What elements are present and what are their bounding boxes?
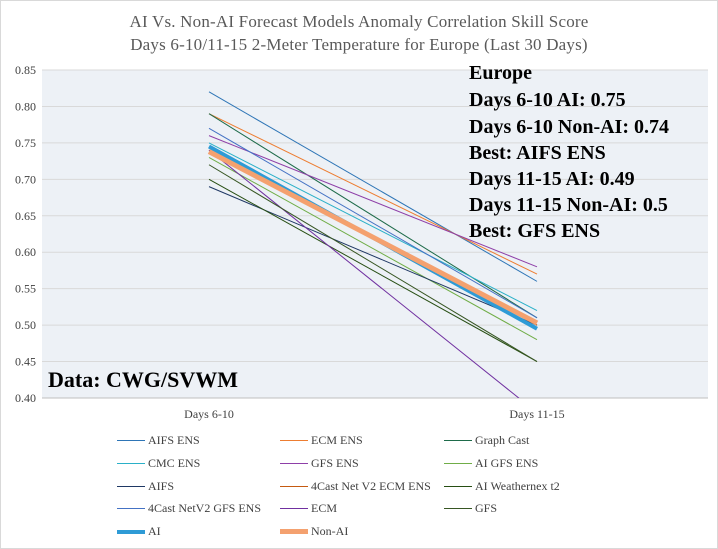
legend-label: 4Cast NetV2 GFS ENS [148,501,262,515]
legend-swatch [280,440,308,441]
legend-swatch [117,508,145,509]
legend-item: GFS ENS [280,456,359,471]
legend-item: ECM ENS [280,433,363,448]
y-tick-label: 0.70 [15,172,36,186]
plot-area [42,70,708,398]
legend-item: AI GFS ENS [444,456,538,471]
legend-item: Graph Cast [444,433,529,448]
legend-label: 4Cast Net V2 ECM ENS [311,479,431,493]
info-region: Europe [469,62,532,84]
legend-swatch [117,440,145,441]
y-tick-label: 0.45 [15,355,36,369]
legend-item: 4Cast Net V2 ECM ENS [280,479,431,494]
legend-label: AI GFS ENS [475,456,539,470]
legend-item: CMC ENS [117,456,200,471]
series-line-4cast-netv2-gfs-ens [208,127,538,319]
legend-swatch [117,486,145,487]
info-days11-15-ai: Days 11-15 AI: 0.49 [469,168,635,190]
legend-swatch [444,486,472,487]
info-days11-15-nonai: Days 11-15 Non-AI: 0.5 [469,194,668,216]
legend-swatch [444,440,472,441]
chart-title: AI Vs. Non-AI Forecast Models Anomaly Co… [129,12,589,31]
y-tick-label: 0.40 [15,391,36,405]
data-source-label: Data: CWG/SVWM [48,367,239,392]
info-days6-10-ai: Days 6-10 AI: 0.75 [469,89,626,111]
legend-item: AI [117,524,161,539]
legend-swatch [117,463,145,464]
series-line-aifs-ens [208,91,538,282]
y-tick-label: 0.65 [15,209,36,223]
y-tick-label: 0.85 [15,63,36,77]
legend-swatch [444,463,472,464]
x-tick-label: Days 11-15 [509,407,564,421]
legend-label: CMC ENS [148,456,201,470]
legend-label: AIFS ENS [148,433,200,447]
legend-label: GFS [475,501,498,515]
x-tick-label: Days 6-10 [184,407,234,421]
series-line-ai-gfs-ens [208,157,538,341]
series-line-non-ai [207,149,539,326]
y-tick-label: 0.50 [15,318,36,332]
series-line-ecm [208,149,520,398]
legend-label: ECM ENS [311,433,363,447]
legend-label: ECM [311,501,338,515]
legend-item: AI Weathernex t2 [444,479,560,494]
legend-swatch [280,463,308,464]
info-best-6-10: Best: AIFS ENS [469,142,606,164]
legend-item: AIFS [117,479,174,494]
series-line-cmc-ens [208,142,538,311]
y-tick-label: 0.80 [15,99,36,113]
y-tick-label: 0.60 [15,245,36,259]
legend-label: AI Weathernex t2 [475,479,560,493]
series-line-gfs-ens [208,135,538,268]
legend-item: 4Cast NetV2 GFS ENS [117,501,261,516]
legend-label: AIFS [148,479,175,493]
legend-item: GFS [444,501,497,516]
y-tick-label: 0.55 [15,282,36,296]
legend-item: ECM [280,501,337,516]
info-best-11-15: Best: GFS ENS [469,220,601,242]
legend-label: AI [148,524,161,538]
legend-swatch [280,529,308,534]
legend-swatch [117,529,145,534]
series-line-ecm-ens [208,113,538,275]
series-line-gfs [208,164,538,362]
legend-swatch [280,486,308,487]
legend-swatch [444,508,472,509]
y-tick-label: 0.75 [15,136,36,150]
legend-label: Non-AI [311,524,349,538]
legend-item: Non-AI [280,524,348,539]
series-line-graph-cast [208,113,538,319]
legend-label: Graph Cast [475,433,530,447]
legend-item: AIFS ENS [117,433,200,448]
info-days6-10-nonai: Days 6-10 Non-AI: 0.74 [469,116,669,138]
legend-swatch [280,508,308,509]
chart-subtitle: Days 6-10/11-15 2-Meter Temperature for … [130,35,588,54]
series-line-ai-weathernex-t2 [208,178,538,362]
legend-label: GFS ENS [311,456,359,470]
